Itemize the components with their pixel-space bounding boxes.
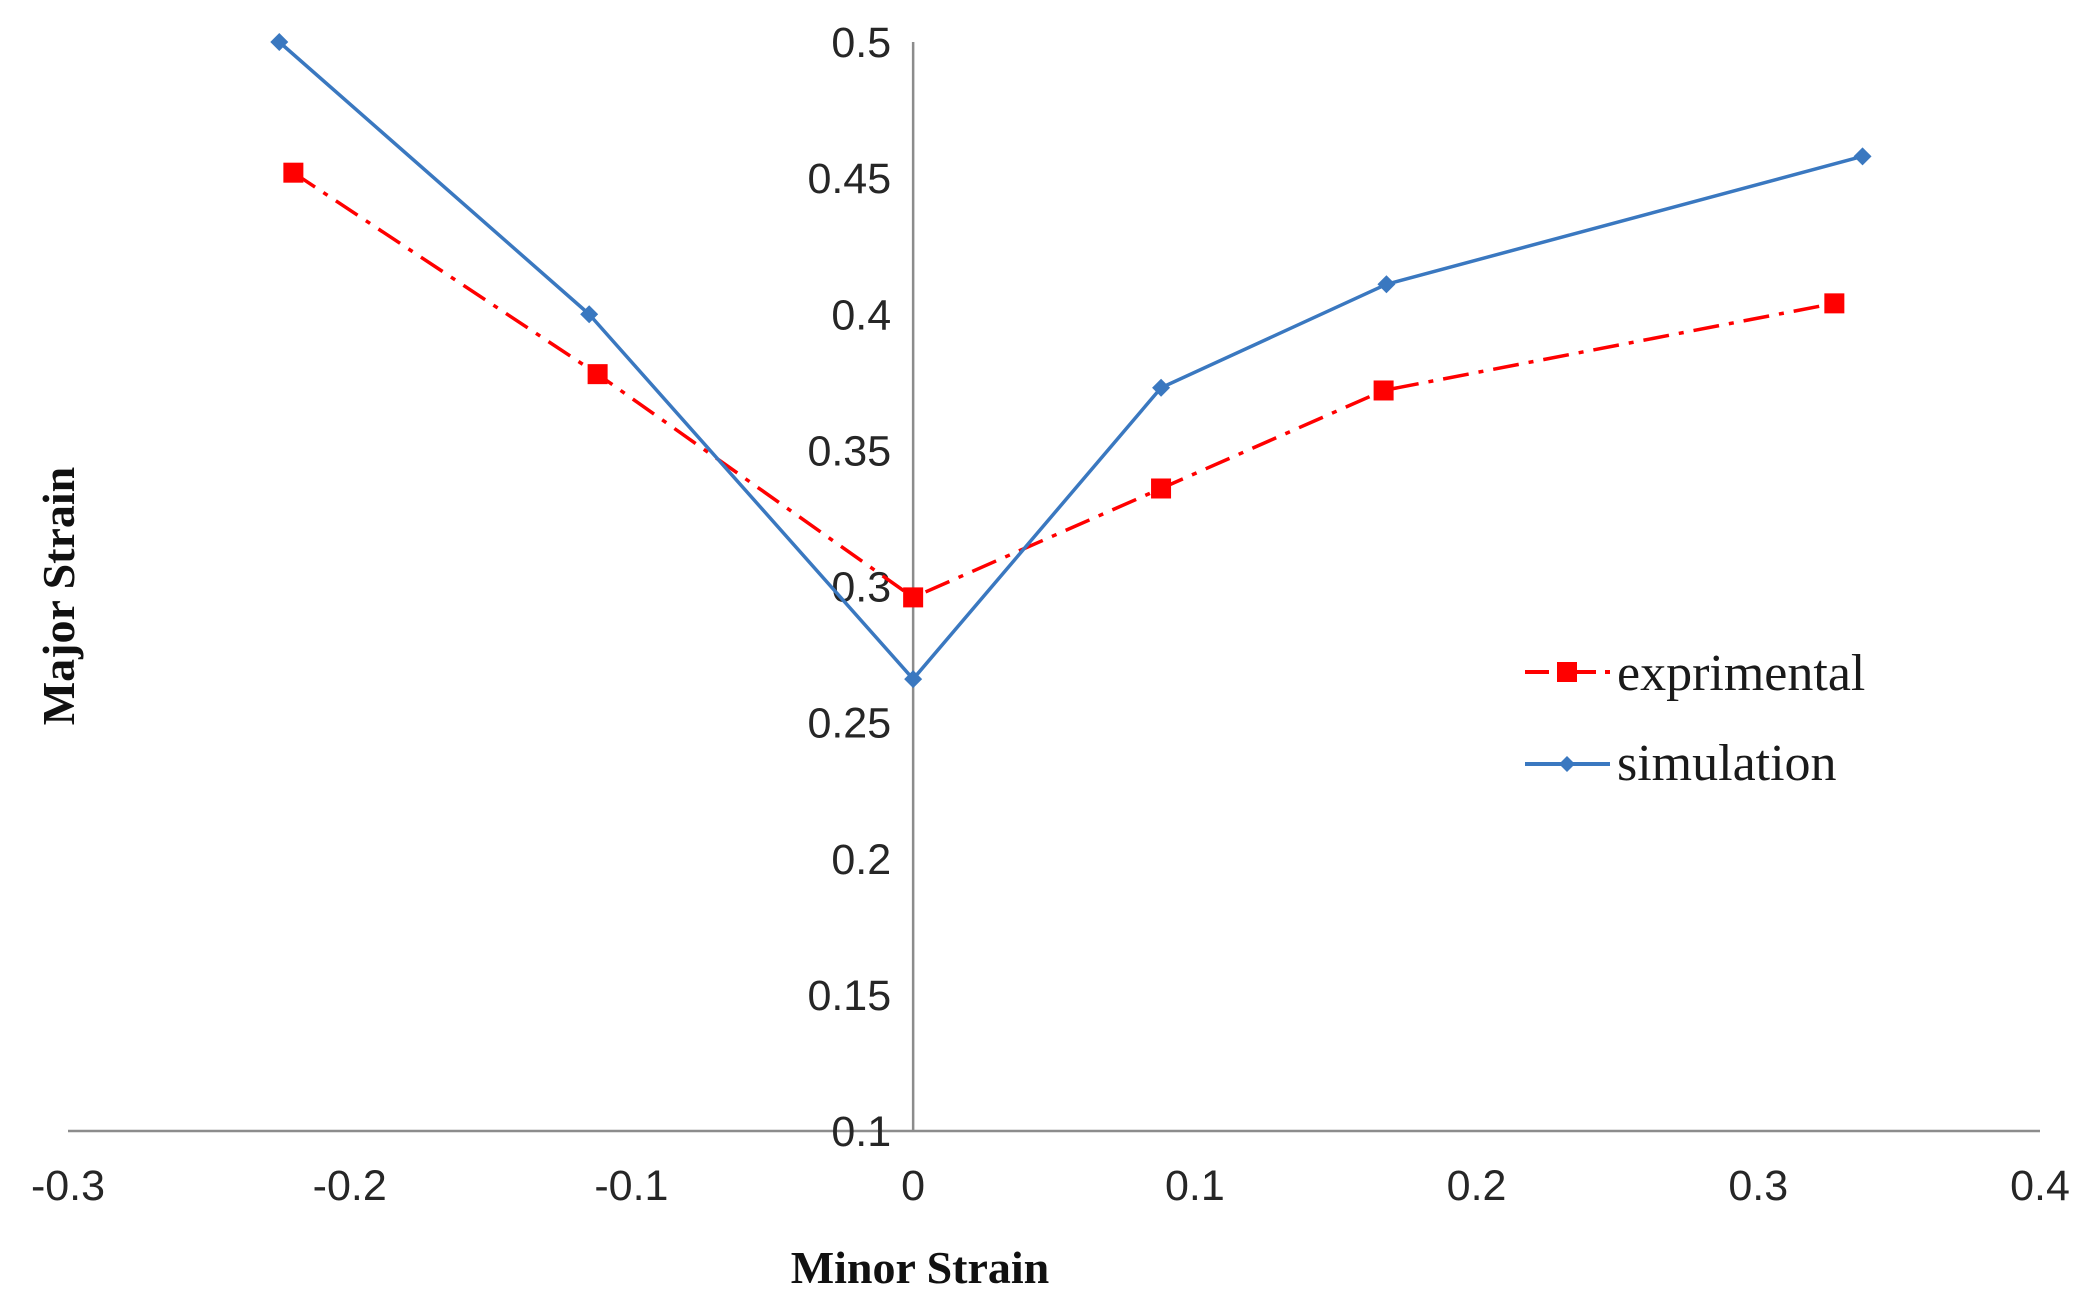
data-point-exprimental — [903, 587, 924, 608]
legend-swatch-exprimental-marker — [1557, 662, 1577, 682]
x-tick-label: 0.1 — [1165, 1162, 1225, 1210]
y-axis-title: Major Strain — [33, 467, 84, 726]
data-point-exprimental — [587, 364, 608, 385]
x-tick-label: 0 — [901, 1162, 925, 1210]
series-simulation — [270, 33, 1872, 689]
x-tick-label: 0.2 — [1447, 1162, 1507, 1210]
y-tick-label: 0.1 — [831, 1108, 891, 1156]
data-point-simulation — [1853, 147, 1872, 166]
legend: exprimental simulation — [1525, 645, 1865, 792]
legend-item-exprimental: exprimental — [1525, 645, 1865, 702]
x-tick-label: -0.1 — [594, 1162, 668, 1210]
legend-label-exprimental: exprimental — [1617, 645, 1865, 702]
x-tick-labels: -0.3 -0.2 -0.1 0 0.1 0.2 0.3 0.4 — [31, 1162, 2070, 1210]
data-point-exprimental — [1824, 293, 1845, 314]
y-tick-label: 0.25 — [807, 700, 891, 748]
y-tick-label: 0.3 — [831, 564, 891, 612]
y-tick-label: 0.45 — [807, 155, 891, 203]
y-tick-label: 0.2 — [831, 836, 891, 884]
legend-swatch-simulation-marker — [1559, 756, 1575, 772]
data-point-simulation — [580, 305, 599, 324]
axes — [68, 42, 2040, 1133]
legend-label-simulation: simulation — [1617, 735, 1837, 792]
x-tick-label: 0.4 — [2010, 1162, 2070, 1210]
legend-item-simulation: simulation — [1525, 735, 1837, 792]
y-tick-label: 0.15 — [807, 972, 891, 1020]
series-line-exprimental — [292, 171, 1835, 600]
x-tick-label: -0.3 — [31, 1162, 105, 1210]
series-layer — [270, 33, 1872, 689]
data-point-simulation — [270, 33, 289, 51]
x-tick-label: -0.2 — [313, 1162, 387, 1210]
y-tick-label: 0.5 — [831, 19, 891, 67]
x-tick-label: 0.3 — [1728, 1162, 1788, 1210]
data-point-exprimental — [1373, 380, 1394, 401]
data-point-exprimental — [1151, 478, 1172, 499]
data-point-simulation — [904, 670, 923, 689]
data-point-simulation — [1377, 275, 1396, 294]
data-point-simulation — [1152, 378, 1171, 397]
series-exprimental — [283, 162, 1845, 608]
y-tick-label: 0.35 — [807, 427, 891, 475]
y-tick-label: 0.4 — [831, 291, 891, 339]
x-axis-title: Minor Strain — [791, 1242, 1050, 1293]
y-tick-labels: 0.1 0.15 0.2 0.25 0.3 0.35 0.4 0.45 0.5 — [807, 19, 891, 1156]
series-line-simulation — [278, 40, 1863, 681]
data-point-exprimental — [283, 162, 304, 183]
